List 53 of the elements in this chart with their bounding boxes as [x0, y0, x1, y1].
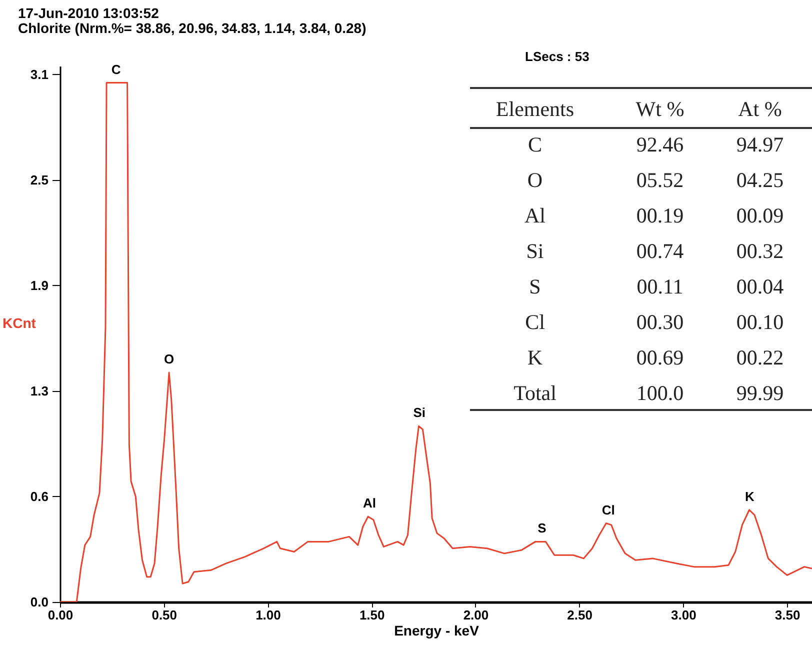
annotation: Al [363, 496, 376, 511]
y-tick-label: 3.1 [30, 66, 48, 82]
x-tick-label: 2.50 [567, 608, 592, 622]
annotation: Si [413, 405, 426, 420]
annotation: Cl [525, 310, 546, 334]
annotation: Al [524, 204, 546, 228]
annotation: 99.99 [736, 381, 784, 405]
annotation: O [164, 352, 174, 367]
annotation: 00.04 [736, 274, 784, 298]
x-tick-label: 3.50 [774, 608, 800, 622]
x-axis-title: Energy - keV [394, 622, 480, 638]
annotation: 05.52 [636, 168, 684, 192]
annotation: S [538, 520, 547, 536]
annotation: Elements [496, 97, 574, 121]
annotation: Cl [602, 502, 615, 518]
annotation: 00.10 [736, 310, 784, 334]
annotation: 92.46 [636, 132, 684, 156]
y-axis-title: KCnt [2, 314, 36, 331]
annotation: 00.19 [636, 204, 684, 228]
y-tick-label: 0.6 [30, 488, 48, 504]
annotation: C [111, 62, 122, 77]
annotation: 00.22 [736, 346, 784, 370]
annotation: O [527, 168, 543, 192]
x-tick-label: 0.50 [152, 608, 178, 622]
annotation: At % [738, 97, 782, 121]
text: LSecs : 53 [525, 49, 590, 64]
annotation: 00.69 [636, 346, 684, 370]
x-tick-label: 1.00 [256, 608, 281, 622]
annotation: S [529, 274, 541, 298]
y-tick-label: 1.9 [30, 278, 48, 293]
annotation: C [528, 132, 542, 156]
annotation: Total [514, 381, 557, 405]
y-tick-label: 2.5 [30, 172, 48, 188]
y-tick-label: 1.3 [30, 383, 48, 398]
chart-subtitle: Chlorite (Nrm.%= 38.86, 20.96, 34.83, 1.14, 3.84, 0.28) [18, 20, 366, 36]
y-tick-label: 0.0 [30, 594, 48, 610]
annotation: K [744, 488, 755, 504]
annotation: K [527, 346, 543, 370]
annotation: 94.97 [736, 132, 784, 156]
annotation: 04.25 [736, 168, 784, 192]
annotation: 00.30 [636, 310, 684, 334]
x-tick-label: 2.00 [463, 608, 489, 622]
annotation: Wt % [636, 97, 684, 121]
chart-title: 17-Jun-2010 13:03:52 [18, 5, 160, 21]
x-tick-label: 1.50 [359, 608, 385, 622]
annotation: Si [526, 239, 544, 263]
annotation: 00.11 [636, 274, 684, 298]
annotation: 00.74 [636, 239, 684, 263]
annotation: 00.32 [736, 239, 784, 263]
x-tick-label: 0.00 [48, 608, 74, 622]
annotation: 00.09 [736, 204, 784, 228]
annotation: 100.0 [636, 381, 684, 405]
x-tick-label: 3.00 [671, 608, 696, 622]
